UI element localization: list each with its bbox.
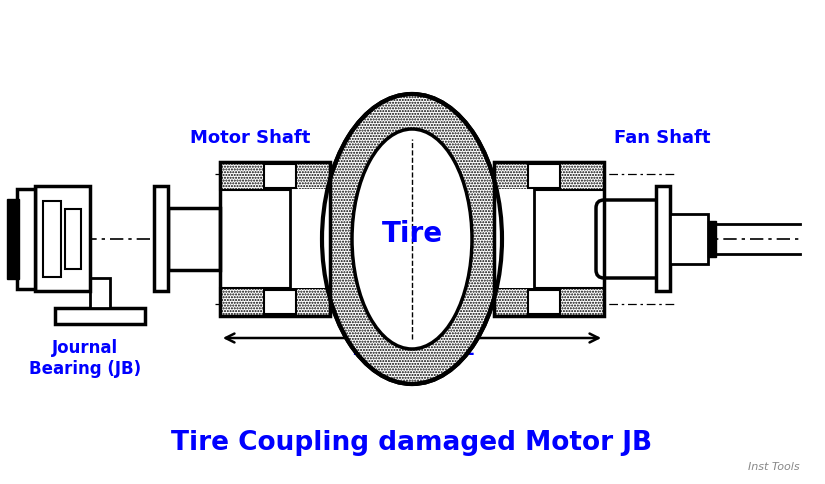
Bar xyxy=(55,308,145,324)
Bar xyxy=(264,164,296,188)
Bar xyxy=(670,214,708,264)
Text: Tire Coupling damaged Motor JB: Tire Coupling damaged Motor JB xyxy=(172,430,653,456)
Bar xyxy=(656,186,670,291)
Bar xyxy=(264,290,296,314)
Bar xyxy=(494,162,604,316)
Bar xyxy=(494,288,604,316)
Ellipse shape xyxy=(322,94,502,384)
Bar xyxy=(494,162,604,316)
Bar xyxy=(290,189,330,288)
Bar xyxy=(65,209,81,269)
Text: Fan Shaft: Fan Shaft xyxy=(614,129,710,147)
Bar xyxy=(154,186,168,291)
Text: Tire: Tire xyxy=(381,220,442,248)
Bar xyxy=(220,162,330,316)
Text: Tire Length TL: Tire Length TL xyxy=(350,343,474,358)
Text: Journal
Bearing (JB): Journal Bearing (JB) xyxy=(29,339,141,378)
Bar xyxy=(7,199,19,279)
Ellipse shape xyxy=(352,129,472,349)
Bar xyxy=(220,162,330,316)
Bar xyxy=(43,201,61,277)
Text: Motor Shaft: Motor Shaft xyxy=(190,129,310,147)
Bar xyxy=(528,290,560,314)
Text: Inst Tools: Inst Tools xyxy=(748,462,800,472)
Bar xyxy=(220,162,330,190)
Bar xyxy=(17,189,35,289)
Bar xyxy=(35,186,90,291)
FancyBboxPatch shape xyxy=(596,200,664,278)
Bar xyxy=(168,208,220,270)
Bar xyxy=(528,164,560,188)
Bar xyxy=(220,288,330,316)
Bar xyxy=(90,278,110,308)
Bar xyxy=(708,221,716,257)
Bar xyxy=(494,189,534,288)
Bar xyxy=(494,162,604,190)
